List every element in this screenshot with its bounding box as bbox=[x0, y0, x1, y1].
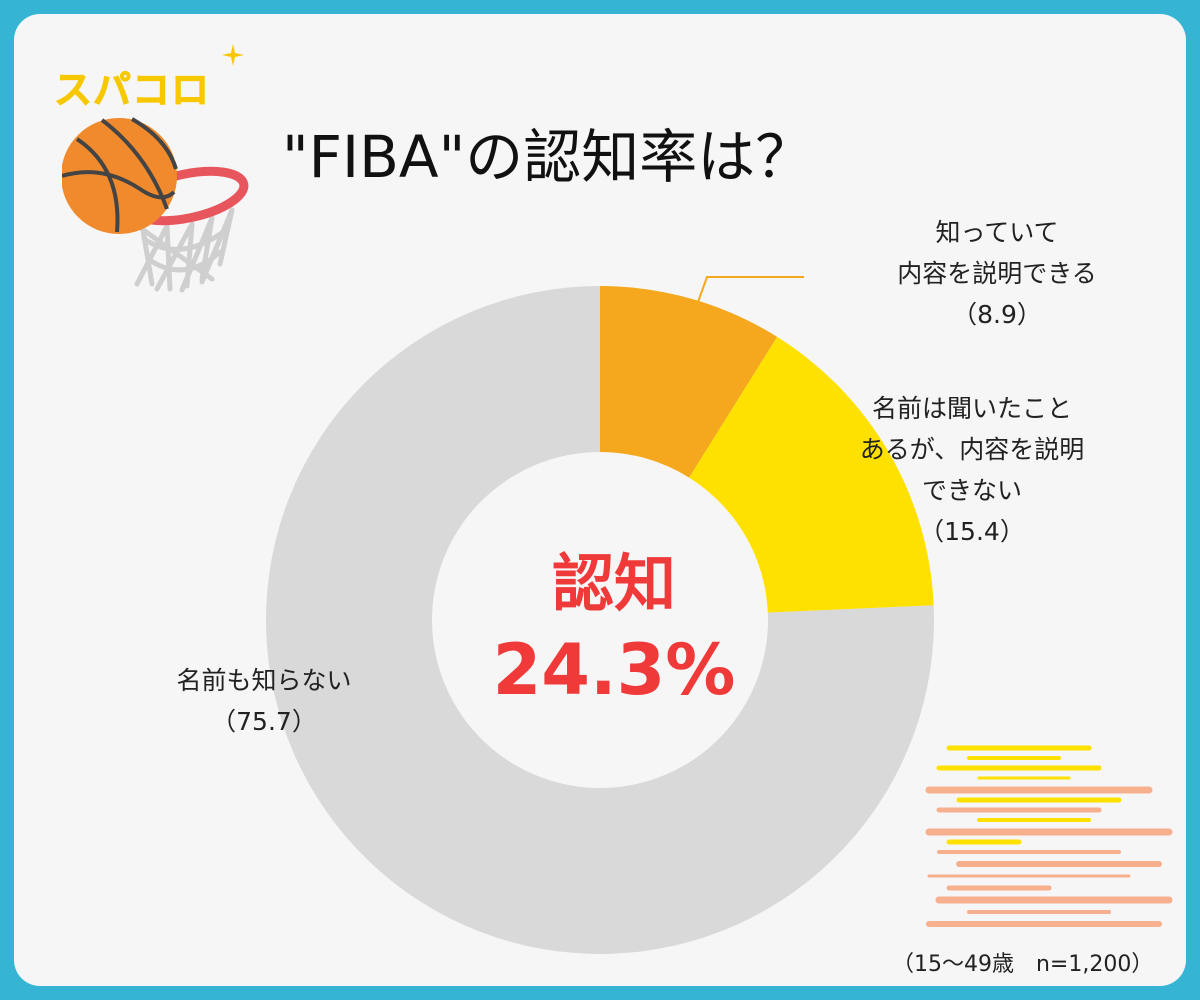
donut-chart bbox=[266, 276, 935, 955]
speed-lines-decoration bbox=[925, 745, 1173, 927]
center-value: 24.3% bbox=[492, 629, 736, 711]
card: スパコロ "FIBA"の認知率は？ bbox=[14, 14, 1186, 986]
slice-value: （8.9） bbox=[952, 300, 1042, 329]
sparkle-icon bbox=[222, 44, 244, 66]
footnote: （15〜49歳 n=1,200） bbox=[892, 952, 1154, 977]
slice-label-line: 名前は聞いたこと bbox=[871, 394, 1072, 423]
donut-slice-0 bbox=[600, 286, 778, 478]
slice-label-line: できない bbox=[921, 476, 1022, 505]
center-word: 認知 bbox=[551, 547, 676, 620]
slice-value: （75.7） bbox=[211, 707, 317, 736]
leader-line bbox=[697, 276, 804, 303]
page-title: "FIBA"の認知率は？ bbox=[282, 123, 814, 191]
slice-label-explainable: 知っていて 内容を説明できる （8.9） bbox=[852, 212, 1142, 335]
basketball-hoop-icon bbox=[62, 117, 249, 293]
slice-label-line: 内容を説明できる bbox=[897, 259, 1097, 288]
donut-slice-1 bbox=[689, 336, 934, 613]
slice-label-unknown: 名前も知らない （75.7） bbox=[134, 660, 394, 742]
slice-label-heard-only: 名前は聞いたこと あるが、内容を説明 できない （15.4） bbox=[822, 388, 1122, 552]
brand-logo: スパコロ bbox=[53, 68, 211, 113]
slice-label-line: 知っていて bbox=[935, 218, 1059, 247]
center-label: 認知 24.3% bbox=[444, 546, 784, 718]
donut-slice-2 bbox=[266, 286, 935, 955]
slice-label-line: あるが、内容を説明 bbox=[859, 435, 1085, 464]
slice-label-line: 名前も知らない bbox=[176, 666, 352, 695]
slice-value: （15.4） bbox=[919, 517, 1025, 546]
